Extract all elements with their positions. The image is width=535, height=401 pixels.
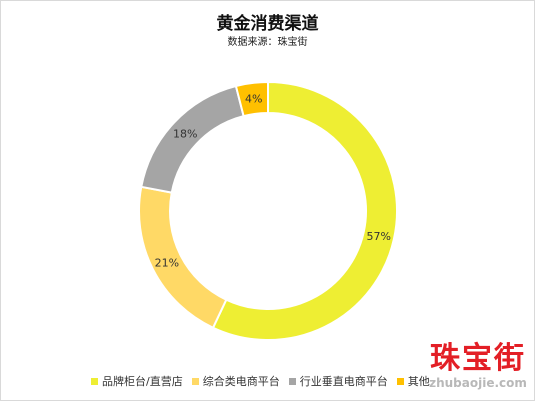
- chart-title: 黄金消费渠道: [216, 14, 319, 34]
- legend-item-3: 行业垂直电商平台: [288, 373, 388, 389]
- watermark-url-text: zhubaojie.com: [429, 376, 527, 390]
- slice-data-label-4: 4%: [245, 92, 262, 105]
- legend-swatch-4: [396, 377, 404, 385]
- watermark-logo: 珠宝街 zhubaojie.com: [428, 342, 528, 394]
- legend-item-1: 品牌柜台/直营店: [91, 373, 183, 389]
- legend-label-3: 行业垂直电商平台: [299, 375, 388, 388]
- chart-legend: 品牌柜台/直营店 综合类电商平台 行业垂直电商平台 其他: [91, 373, 439, 389]
- watermark-brand-text: 珠宝街: [430, 341, 526, 376]
- donut-slice-2: [138, 185, 228, 330]
- slice-data-label-3: 18%: [173, 127, 197, 140]
- legend-label-1: 品牌柜台/直营店: [102, 375, 183, 388]
- chart-subtitle: 数据来源：珠宝街: [227, 37, 308, 48]
- slice-data-label-2: 21%: [155, 257, 179, 270]
- legend-swatch-3: [288, 377, 296, 385]
- legend-swatch-2: [191, 377, 199, 385]
- donut-slice-1: [211, 80, 398, 341]
- slice-data-label-1: 57%: [367, 230, 391, 243]
- legend-label-4: 其他: [407, 375, 430, 388]
- donut-slice-4: [234, 80, 269, 118]
- legend-item-4: 其他: [396, 373, 430, 389]
- legend-label-2: 综合类电商平台: [202, 375, 280, 388]
- legend-item-2: 综合类电商平台: [191, 373, 280, 389]
- legend-swatch-1: [91, 377, 98, 385]
